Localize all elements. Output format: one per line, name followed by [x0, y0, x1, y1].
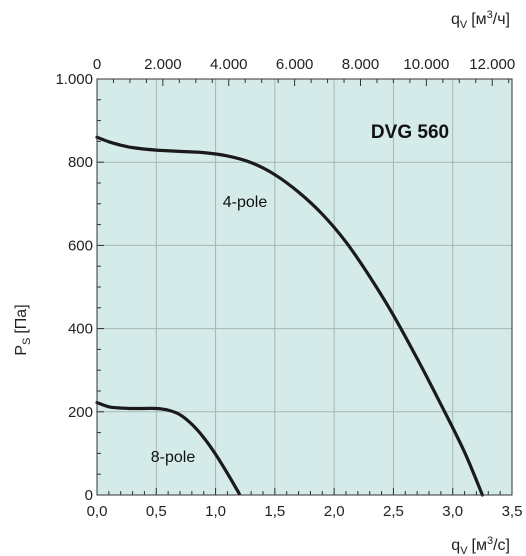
x-tick-label: 0,0 [87, 503, 108, 520]
x2-axis-title-unit-post: /ч] [493, 11, 510, 28]
x2-tick-label: 4.000 [210, 56, 248, 73]
y-axis-tick-labels: 0 200 400 600 800 1.000 [55, 71, 93, 504]
x2-axis-title-sub: V [460, 19, 468, 31]
series-label-4-pole: 4-pole [223, 194, 268, 211]
x-axis-title: qV [м3/с] [451, 535, 510, 556]
x-axis-title-base: q [451, 537, 460, 554]
y-axis-title-unit: [Па] [13, 304, 30, 333]
x-axis-title-sub: V [460, 545, 468, 556]
x-tick-label: 2,5 [383, 503, 404, 520]
x2-tick-label: 8.000 [342, 56, 380, 73]
x-tick-label: 3,5 [502, 503, 523, 520]
y-tick-label: 0 [85, 487, 93, 504]
x-tick-label: 1,5 [264, 503, 285, 520]
series-layer [95, 135, 484, 497]
x2-tick-label: 10.000 [403, 56, 449, 73]
x-tick-label: 2,0 [324, 503, 345, 520]
x2-axis-tick-labels: 0 2.000 4.000 6.000 8.000 10.000 12.000 [93, 56, 515, 73]
x-tick-label: 3,0 [442, 503, 463, 520]
x2-tick-label: 12.000 [469, 56, 515, 73]
x-tick-label: 1,0 [205, 503, 226, 520]
y-axis-title-base: P [13, 345, 30, 356]
y-tick-label: 200 [68, 404, 93, 421]
x2-axis-title-unit-sup: 3 [487, 9, 493, 21]
y-axis-title-sub: S [21, 338, 33, 345]
x-axis-title-unit-post: /с] [493, 537, 510, 554]
x2-axis-title-unit-pre: [м [471, 11, 486, 28]
y-tick-label: 600 [68, 237, 93, 254]
x-axis-tick-labels: 0,0 0,5 1,0 1,5 2,0 2,5 3,0 3,5 [87, 503, 523, 520]
plot-frame [96, 78, 513, 496]
y-tick-label: 400 [68, 321, 93, 338]
x-tick-label: 0,5 [146, 503, 167, 520]
x2-tick-label: 2.000 [144, 56, 182, 73]
chart-title: DVG 560 [371, 122, 449, 143]
series-label-8-pole: 8-pole [151, 449, 196, 466]
x-axis-title-unit-sup: 3 [487, 535, 493, 547]
x2-tick-label: 0 [93, 56, 101, 73]
y-axis-title: PS [Па] [13, 304, 33, 355]
series-line-8-pole [95, 401, 241, 496]
plot-area [97, 79, 512, 495]
x2-axis-title-base: q [451, 11, 460, 28]
x2-axis-title: qV [м3/ч] [451, 9, 510, 31]
x-axis-title-unit-pre: [м [472, 537, 487, 554]
y-tick-label: 800 [68, 154, 93, 171]
series-line-4-pole [95, 135, 484, 497]
y-tick-label: 1.000 [55, 71, 93, 88]
x2-tick-label: 6.000 [276, 56, 314, 73]
